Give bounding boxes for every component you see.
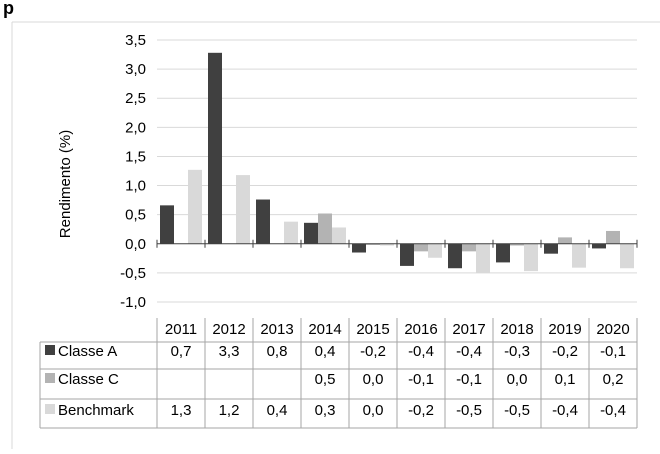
y-tick-label: 0,0 xyxy=(125,236,146,253)
x-tick-label: 2011 xyxy=(165,321,197,338)
y-tick-label: 1,5 xyxy=(125,148,146,165)
data-label-classe-c: 0,1 xyxy=(555,371,576,388)
data-label-classe-a: -0,4 xyxy=(408,343,434,360)
y-tick-labels: 3,5 3,0 2,5 2,0 1,5 1,0 0,5 0,0 -0,5 -1,0 xyxy=(120,32,146,311)
legend-label-classe-a: Classe A xyxy=(58,343,117,360)
data-label-benchmark: 1,2 xyxy=(219,402,240,419)
bar-classe-a xyxy=(496,243,510,263)
data-label-classe-c: -0,1 xyxy=(408,371,434,388)
legend-label-classe-c: Classe C xyxy=(58,371,119,388)
data-label-classe-a: 0,8 xyxy=(267,343,288,360)
bar-benchmark xyxy=(380,243,394,246)
bar-classe-a xyxy=(592,243,606,249)
y-tick-label: 2,0 xyxy=(125,119,146,136)
bar-benchmark xyxy=(620,243,634,269)
bar-classe-a xyxy=(304,222,318,244)
data-label-classe-a: -0,2 xyxy=(552,343,578,360)
bar-benchmark xyxy=(572,243,586,268)
data-label-benchmark: -0,4 xyxy=(600,402,626,419)
bar-benchmark xyxy=(236,175,250,244)
data-label-classe-a: 0,7 xyxy=(171,343,192,360)
data-label-classe-c: -0,1 xyxy=(456,371,482,388)
bar-classe-a xyxy=(352,243,366,253)
x-tick-label: 2012 xyxy=(212,321,245,338)
data-label-classe-c: 0,5 xyxy=(315,371,336,388)
x-tick-label: 2015 xyxy=(356,321,389,338)
data-label-benchmark: -0,5 xyxy=(504,402,530,419)
data-label-benchmark: -0,2 xyxy=(408,402,434,419)
legend-swatch-classe-c xyxy=(45,373,55,383)
bar-benchmark xyxy=(476,243,490,273)
bar-benchmark xyxy=(428,243,442,258)
legend-label-benchmark: Benchmark xyxy=(58,402,134,419)
bar-benchmark xyxy=(332,227,346,244)
page-heading: p xyxy=(3,0,14,18)
legend-swatch-benchmark xyxy=(45,404,55,414)
bar-classe-c xyxy=(558,237,572,244)
x-tick-label: 2013 xyxy=(260,321,293,338)
data-label-classe-a: -0,2 xyxy=(360,343,386,360)
data-label-benchmark: 0,3 xyxy=(315,402,336,419)
bar-classe-c xyxy=(462,243,476,252)
bar-classe-a xyxy=(160,205,174,244)
data-label-classe-a: -0,4 xyxy=(456,343,482,360)
bar-classe-a xyxy=(208,52,222,244)
data-label-benchmark: -0,4 xyxy=(552,402,578,419)
bar-classe-a xyxy=(256,199,270,244)
x-tick-label: 2016 xyxy=(404,321,437,338)
bar-classe-c xyxy=(510,243,524,246)
data-label-benchmark: 0,4 xyxy=(267,402,288,419)
data-label-classe-c: 0,0 xyxy=(507,371,528,388)
x-tick-label: 2014 xyxy=(308,321,341,338)
data-label-classe-c: 0,0 xyxy=(363,371,384,388)
legend-swatch-classe-a xyxy=(45,345,55,355)
bar-classe-a xyxy=(448,243,462,269)
x-tick-label: 2018 xyxy=(500,321,533,338)
data-table: 2011 2012 2013 2014 2015 2016 2017 2018 2019 2020… xyxy=(39,318,638,429)
y-tick-label: 2,5 xyxy=(125,90,146,107)
bar-benchmark xyxy=(284,221,298,244)
data-label-classe-c: 0,2 xyxy=(603,371,624,388)
y-tick-label: 0,5 xyxy=(125,207,146,224)
bar-benchmark xyxy=(524,243,538,272)
y-axis-label: Rendimento (%) xyxy=(57,130,74,238)
y-tick-label: -1,0 xyxy=(120,294,146,311)
data-label-classe-a: 3,3 xyxy=(219,343,240,360)
data-label-benchmark: 1,3 xyxy=(171,402,192,419)
data-label-classe-a: -0,3 xyxy=(504,343,530,360)
bar-classe-c xyxy=(366,243,380,245)
x-tick-label: 2017 xyxy=(452,321,485,338)
data-label-benchmark: -0,5 xyxy=(456,402,482,419)
data-label-classe-a: 0,4 xyxy=(315,343,336,360)
y-tick-label: -0,5 xyxy=(120,265,146,282)
bar-classe-c xyxy=(414,243,428,252)
data-label-benchmark: 0,0 xyxy=(363,402,384,419)
data-label-classe-a: -0,1 xyxy=(600,343,626,360)
bars xyxy=(160,52,634,273)
grid-lines xyxy=(157,39,637,303)
x-axis xyxy=(156,239,638,248)
x-tick-label: 2020 xyxy=(596,321,629,338)
x-tick-label: 2019 xyxy=(548,321,581,338)
y-tick-label: 1,0 xyxy=(125,178,146,195)
bar-classe-a xyxy=(400,243,414,266)
bar-classe-c xyxy=(318,213,332,244)
bar-classe-c xyxy=(606,230,620,244)
y-tick-label: 3,5 xyxy=(125,32,146,49)
bar-benchmark xyxy=(188,169,202,244)
bar-classe-a xyxy=(544,243,558,254)
y-tick-label: 3,0 xyxy=(125,61,146,78)
